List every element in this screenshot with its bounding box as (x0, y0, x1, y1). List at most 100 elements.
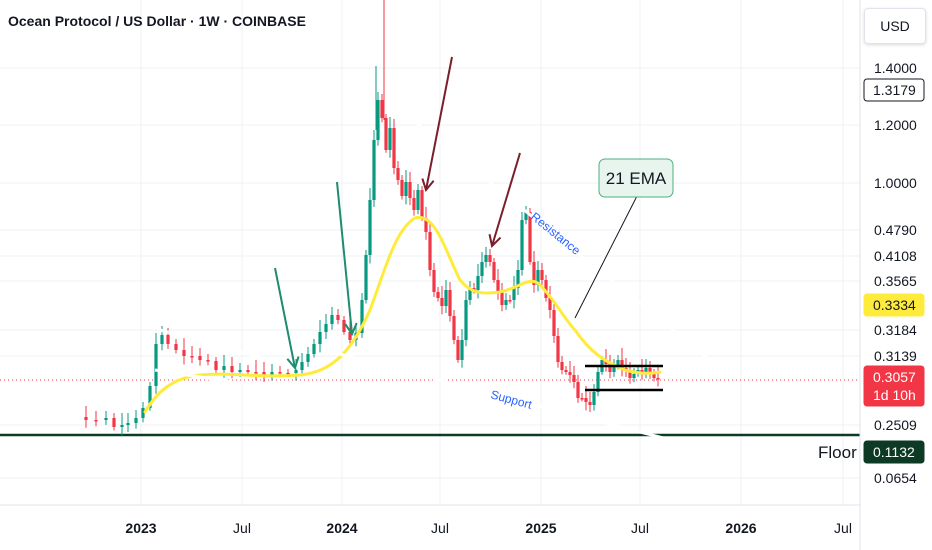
time-tick-label: Jul (631, 520, 649, 536)
candle-body (246, 370, 250, 372)
candle-body (270, 372, 274, 375)
candle-body (166, 335, 170, 344)
candle-body (318, 332, 322, 344)
candle-body (548, 298, 552, 310)
chart-grid (0, 0, 860, 505)
candle-body (312, 344, 316, 354)
candle-body (532, 262, 536, 285)
candle-body (376, 100, 380, 140)
candle-body (644, 368, 648, 372)
candle-body (452, 316, 456, 340)
candle-body (84, 417, 88, 420)
candle-body (500, 292, 504, 305)
candle-body (540, 270, 544, 280)
candle-body (428, 232, 432, 270)
price-tag (863, 293, 925, 317)
time-axis: 2023 Jul 2024 Jul 2025 Jul 2026 Jul (0, 504, 860, 536)
ema-callout-label: 21 EMA (606, 169, 667, 188)
price-tick-label: 0.3184 (874, 322, 917, 338)
candle-body (512, 288, 516, 300)
price-tag-label: 0.3057 (873, 369, 916, 385)
candle-body (448, 290, 452, 316)
candle-body (198, 356, 202, 360)
price-tick-label: 0.0654 (874, 470, 917, 486)
candle-body (262, 372, 266, 375)
candle-body (584, 398, 588, 402)
candle-body (254, 372, 258, 374)
candle-body (580, 398, 584, 400)
floor-layer: Floor (0, 433, 860, 462)
price-axis: 1.4000 1.2000 1.0000 0.4790 0.4108 0.3565 0.31… (859, 0, 925, 550)
candle-body (656, 378, 660, 380)
ema-line (143, 215, 662, 414)
candle-body (372, 140, 376, 200)
currency-button[interactable]: USD (864, 8, 926, 44)
candle-body (628, 370, 632, 378)
price-tick-label: 0.2509 (874, 417, 917, 433)
price-tag-label: 1.3179 (873, 82, 916, 98)
trendline-layer (154, 98, 733, 449)
green-arrow-2 (336, 181, 353, 335)
candle-body (612, 366, 616, 372)
candle-body (652, 374, 656, 378)
candle-body (556, 336, 560, 362)
price-tick-label: 1.4000 (874, 60, 917, 76)
candle-body (496, 280, 500, 292)
candle-body (94, 420, 98, 422)
candle-body (148, 386, 152, 408)
candle-body (420, 190, 424, 218)
candle-body (640, 370, 644, 372)
ema-layer (143, 215, 662, 414)
candle-body (492, 262, 496, 280)
candle-body (368, 200, 372, 255)
green-arrow-1-head (286, 356, 300, 371)
candle-body (576, 382, 580, 398)
candle-body (648, 368, 652, 374)
time-tick-label: 2023 (125, 520, 156, 536)
price-tick-label: 0.4108 (874, 248, 917, 264)
candle-series (84, 0, 660, 436)
candle-body (160, 335, 164, 344)
time-tick-label: Jul (834, 520, 852, 536)
candle-body (568, 372, 572, 375)
candle-body (468, 288, 472, 300)
candle-body (154, 344, 158, 386)
candle-body (112, 418, 116, 427)
candle-body (230, 366, 234, 372)
candle-body (480, 262, 484, 276)
candle-body (484, 255, 488, 262)
candle-body (206, 360, 210, 362)
candle-body (134, 418, 138, 423)
candle-body (528, 212, 532, 262)
candle-body (222, 366, 226, 370)
candle-body (588, 402, 592, 405)
price-tick-label: 1.2000 (874, 117, 917, 133)
candle-body (524, 212, 528, 220)
candle-body (560, 362, 564, 370)
candle-body (488, 255, 492, 262)
ema-callout-box (598, 158, 674, 198)
candle-body (360, 300, 364, 333)
price-tick-label: 0.4790 (874, 222, 917, 238)
green-arrow-1 (274, 267, 296, 369)
candle-body (472, 288, 476, 290)
candle-body (400, 180, 404, 196)
ema-callout-pointer (574, 195, 638, 319)
candle-body (444, 290, 448, 306)
candle-body (508, 300, 512, 302)
candle-body (364, 255, 368, 300)
time-tick-label: 2024 (326, 520, 357, 536)
candle-body (120, 425, 124, 427)
candle-body (572, 375, 576, 382)
candle-body (440, 298, 444, 306)
candle-body (342, 320, 346, 332)
candle-body (238, 370, 242, 372)
resistance-label: Resistance (528, 209, 583, 257)
candle-body (620, 360, 624, 368)
annotation-layer: Resistance Support 21 EMA (274, 56, 674, 412)
candle-body (306, 354, 310, 362)
candle-body (324, 324, 328, 332)
candle-body (408, 182, 412, 198)
time-tick-label: Jul (233, 520, 251, 536)
